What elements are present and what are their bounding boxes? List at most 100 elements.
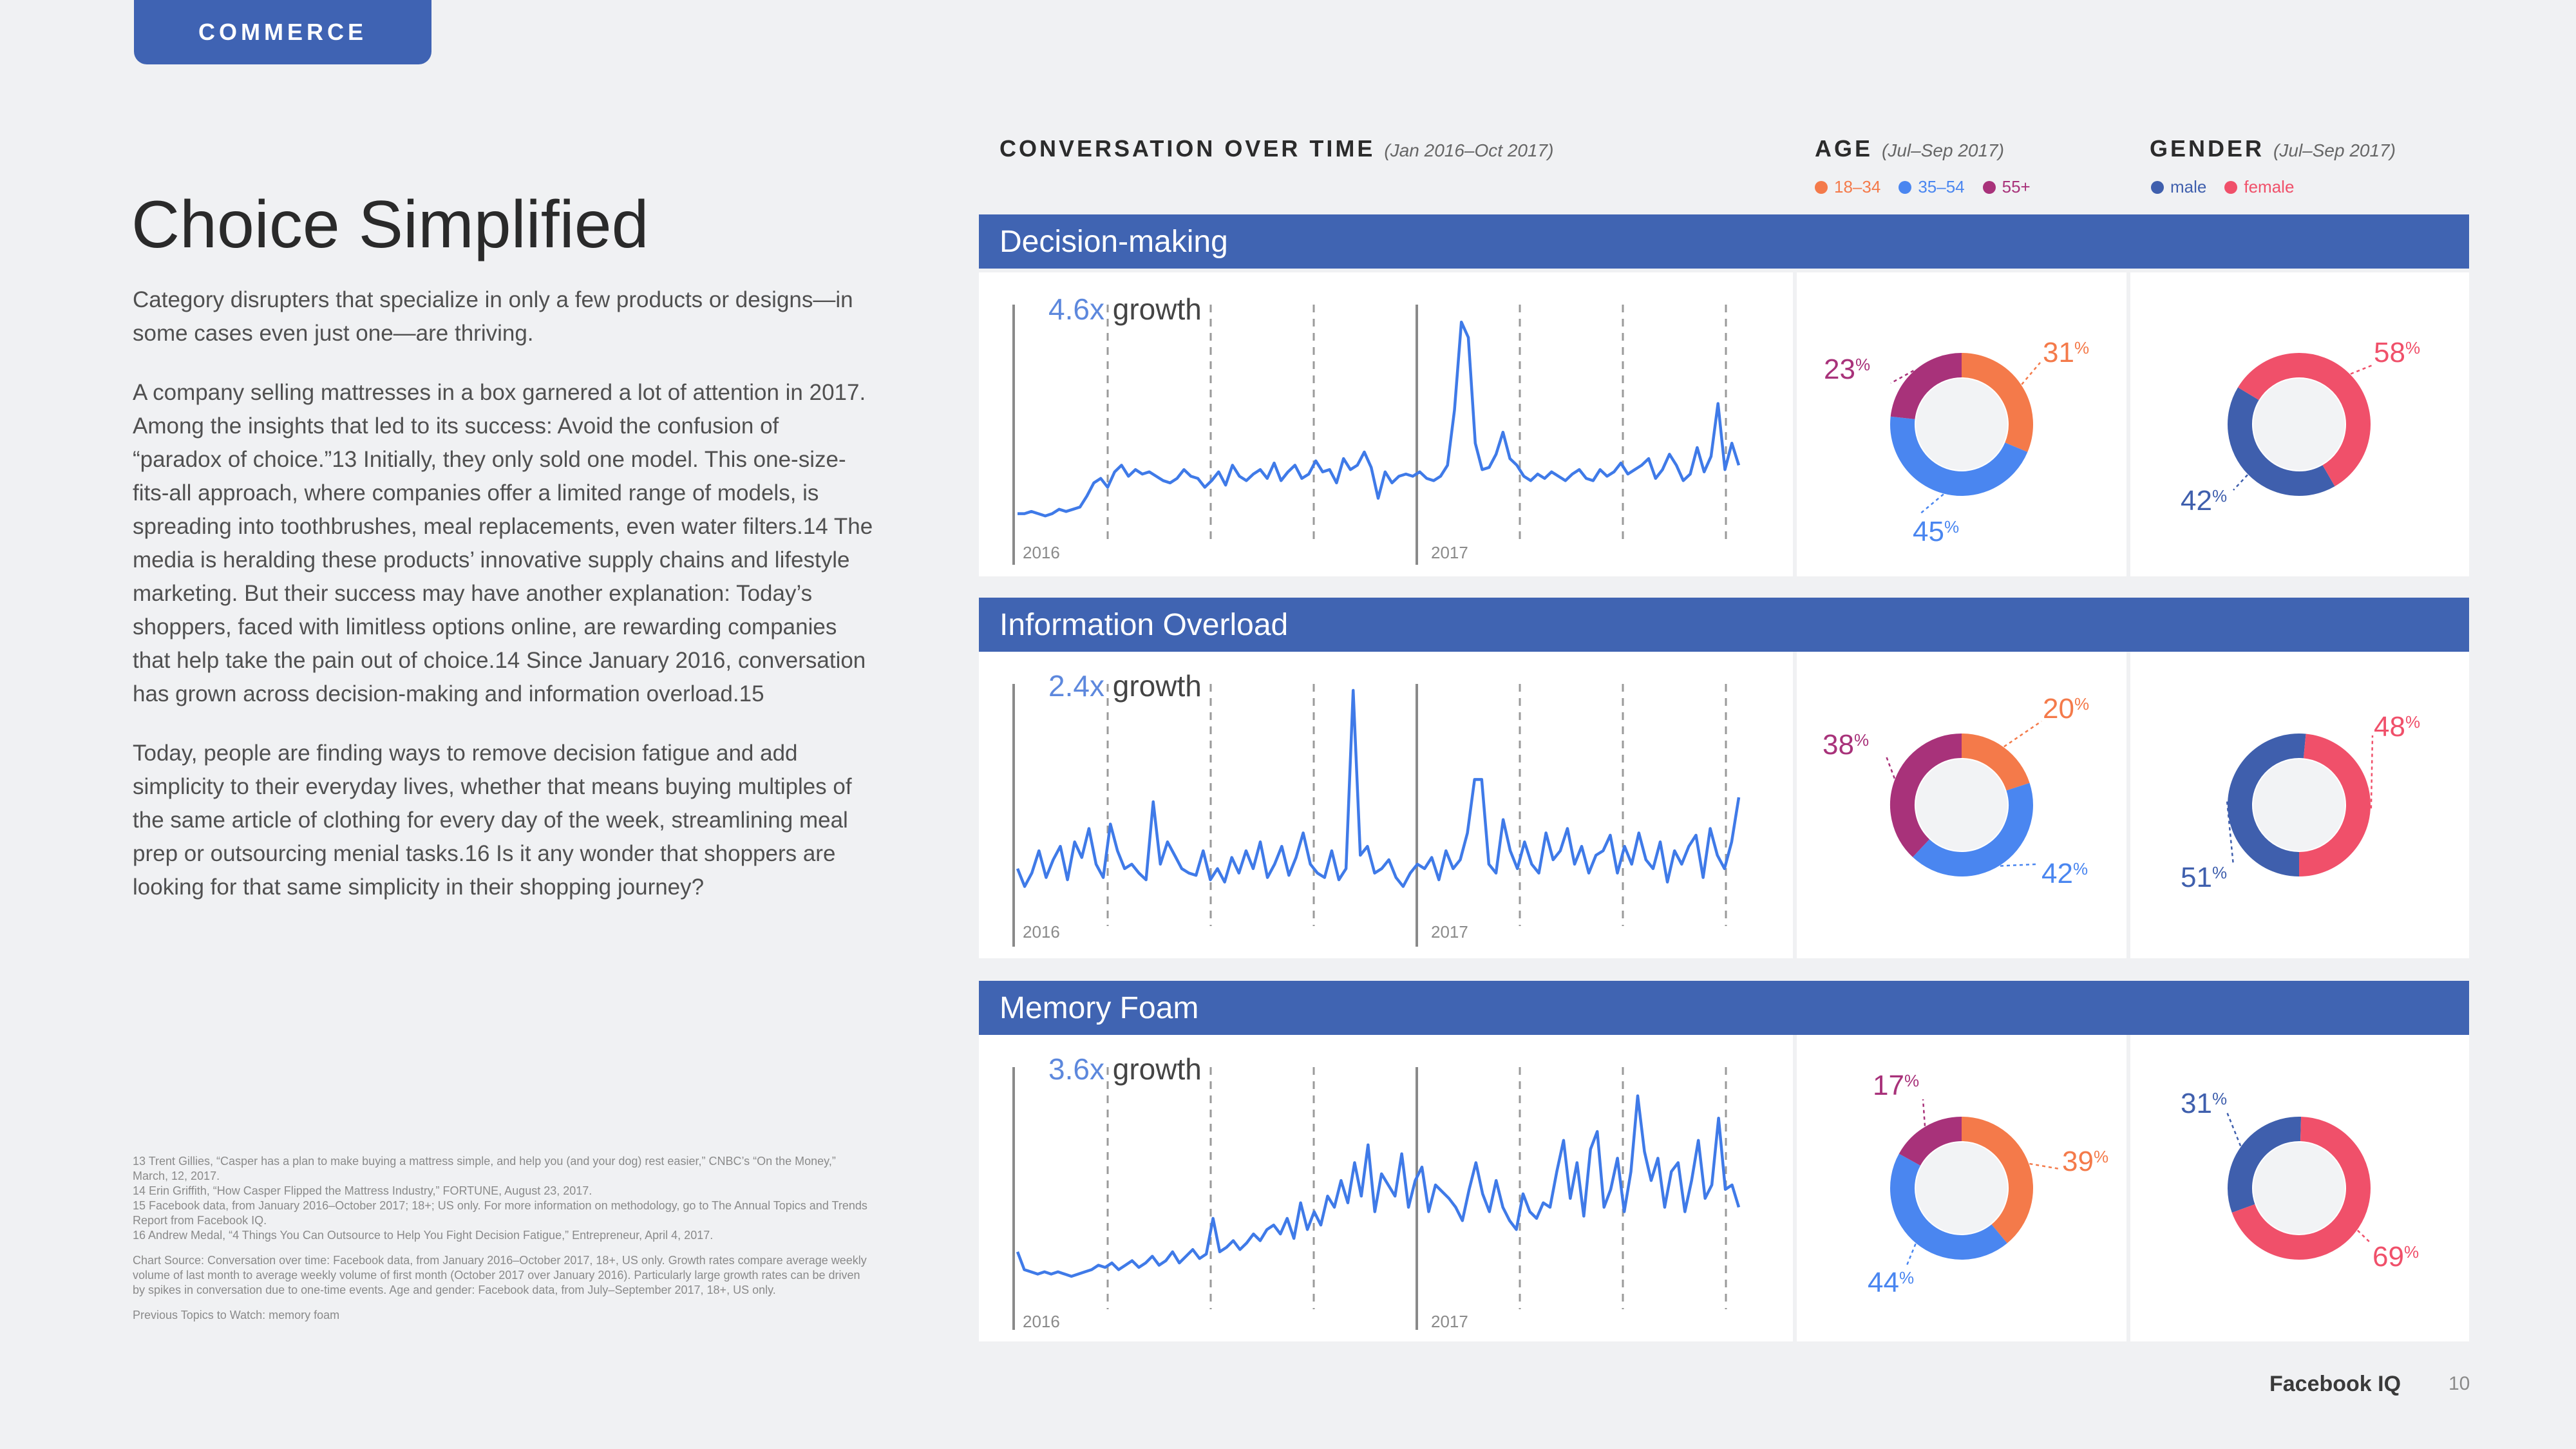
donut-slice	[1913, 782, 2033, 876]
donut-slice	[1890, 416, 2028, 496]
legend-swatch	[2224, 180, 2238, 194]
gender-donut-panel: 51% 48%	[2130, 652, 2469, 958]
year-label: 2016	[1023, 1312, 1060, 1331]
pct-label: 45%	[1913, 516, 1960, 547]
donut-center	[1916, 379, 2007, 470]
series-line	[1016, 1094, 1741, 1278]
leader-line	[1922, 1099, 1926, 1126]
paragraph: Today, people are finding ways to remove…	[133, 741, 852, 900]
donut-slice	[2228, 1117, 2302, 1213]
donut-center	[1916, 759, 2007, 851]
age-subtitle: (Jul–Sep 2017)	[1882, 140, 2004, 160]
age-donut-memory-foam	[1890, 1099, 2060, 1267]
line-chart-memory-foam	[1012, 1067, 1741, 1330]
page-title: Choice Simplified	[131, 187, 649, 262]
footnote[interactable]: 13 Trent Gillies, “Casper has a plan to …	[133, 1155, 836, 1182]
pct-label: 31%	[2181, 1088, 2228, 1119]
topic-title: Information Overload	[999, 607, 1289, 642]
donut-slice	[1961, 734, 2030, 791]
legend-item-35-54: 35–54	[1899, 177, 1965, 197]
donut-slice	[2231, 1117, 2371, 1260]
age-legend: 18–34 35–54 55+	[1815, 177, 2031, 197]
growth-label: 2.4x growth	[1048, 669, 1202, 703]
series-line	[1016, 688, 1741, 888]
leader-line	[1905, 1243, 1917, 1267]
leader-line	[2350, 364, 2373, 375]
leader-line	[2021, 362, 2041, 385]
topic-title: Decision-making	[999, 224, 1228, 259]
legend-swatch	[2151, 180, 2164, 194]
gender-donut-information-overload	[2226, 734, 2374, 876]
leader-line	[2356, 1229, 2372, 1244]
footnote[interactable]: 16 Andrew Medal, “4 Things You Can Outso…	[133, 1229, 714, 1242]
pct-label: 69%	[2372, 1241, 2420, 1273]
pct-label: 42%	[2181, 485, 2228, 516]
conversation-subtitle: (Jan 2016–Oct 2017)	[1384, 140, 1554, 160]
age-donut-panel: 39% 44% 17%	[1797, 1035, 2126, 1341]
pct-label: 17%	[1873, 1070, 1920, 1101]
pct-label: 20%	[2043, 693, 2090, 724]
growth-label: 3.6x growth	[1048, 1052, 1202, 1086]
topic-bar-memory-foam: Memory Foam	[979, 981, 2469, 1035]
body-text: Category disrupters that specialize in o…	[133, 283, 873, 930]
pct-label: 31%	[2043, 337, 2090, 368]
age-donut-panel: 31% 45% 23%	[1797, 272, 2126, 576]
line-chart-panel: 4.6x growth 2016 2017	[979, 272, 1793, 576]
section-tab: COMMERCE	[134, 0, 431, 64]
year-label: 2017	[1431, 543, 1468, 562]
growth-label: 4.6x growth	[1048, 292, 1202, 326]
pct-label: 38%	[1823, 729, 1870, 761]
donut-slice	[2228, 387, 2335, 496]
gender-title: GENDER	[2150, 135, 2265, 162]
leader-line	[2000, 863, 2037, 867]
leader-line	[2233, 474, 2248, 491]
footnote[interactable]: 14 Erin Griffith, “How Casper Flipped th…	[133, 1184, 592, 1197]
paragraph: A company selling mattresses in a box ga…	[133, 380, 873, 706]
line-chart-information-overload	[1012, 684, 1741, 947]
age-header: AGE (Jul–Sep 2017)	[1815, 135, 2004, 162]
donut-slice	[2298, 734, 2371, 876]
donut-center	[2253, 1142, 2345, 1234]
footnote[interactable]: 15 Facebook data, from January 2016–Octo…	[133, 1199, 867, 1227]
footnotes: 13 Trent Gillies, “Casper has a plan to …	[133, 1154, 873, 1323]
gender-donut-memory-foam	[2226, 1112, 2372, 1260]
series-line	[1018, 320, 1741, 518]
line-chart-decision-making	[1012, 305, 1741, 565]
year-label: 2017	[1431, 922, 1468, 942]
pct-label: 51%	[2181, 862, 2228, 893]
paragraph: Category disrupters that specialize in o…	[133, 287, 853, 346]
brand-footer: Facebook IQ	[2269, 1372, 2401, 1396]
leader-line	[2226, 1112, 2242, 1146]
donut-slice	[1890, 353, 1962, 420]
legend-swatch	[1982, 180, 1996, 194]
line-chart-panel: 2.4x growth 2016 2017	[979, 652, 1793, 958]
gender-donut-decision-making	[2228, 353, 2373, 496]
pct-label: 42%	[2041, 858, 2088, 889]
legend-swatch	[1815, 180, 1828, 194]
donut-slice	[1961, 353, 2033, 452]
gender-legend: male female	[2151, 177, 2294, 197]
topic-bar-decision-making: Decision-making	[979, 214, 2469, 269]
legend-item-female: female	[2224, 177, 2294, 197]
pct-label: 44%	[1868, 1267, 1915, 1298]
pct-label: 48%	[2374, 711, 2421, 743]
donut-slice	[1899, 1117, 1962, 1166]
pct-label: 23%	[1824, 354, 1871, 385]
leader-line	[2003, 720, 2042, 748]
leader-line	[1918, 493, 1944, 515]
donut-slice	[2238, 353, 2371, 487]
donut-slice	[2228, 734, 2306, 876]
conversation-header: CONVERSATION OVER TIME (Jan 2016–Oct 201…	[999, 135, 1553, 162]
legend-item-18-34: 18–34	[1815, 177, 1880, 197]
gender-header: GENDER (Jul–Sep 2017)	[2150, 135, 2396, 162]
chart-source: Chart Source: Conversation over time: Fa…	[133, 1254, 867, 1296]
year-label: 2017	[1431, 1312, 1468, 1331]
legend-item-male: male	[2151, 177, 2206, 197]
previous-topics: Previous Topics to Watch: memory foam	[133, 1309, 340, 1321]
gender-donut-panel: 31% 69%	[2130, 1035, 2469, 1341]
donut-center	[2253, 379, 2345, 470]
donut-slice	[1890, 1153, 2007, 1260]
pct-label: 39%	[2062, 1146, 2109, 1177]
year-label: 2016	[1023, 922, 1060, 942]
donut-center	[1916, 1142, 2007, 1234]
